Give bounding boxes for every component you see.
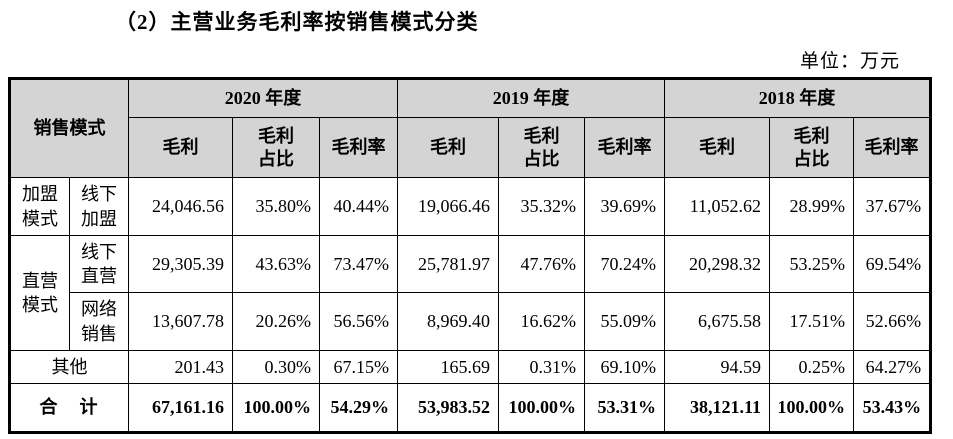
cell-value: 69.10% [584, 350, 666, 384]
cell-value: 67.15% [318, 350, 399, 384]
mode-label-other: 其他 [9, 350, 129, 384]
table-row-direct-online: 网络销售 13,607.78 20.26% 56.56% 8,969.40 16… [10, 292, 932, 351]
cell-value: 0.31% [498, 350, 586, 384]
cell-value: 43.63% [232, 235, 320, 293]
gross-margin-by-sales-mode-table: 销售模式 2020 年度 2019 年度 2018 年度 毛利 毛利 占比 毛利… [8, 77, 933, 434]
col-header-gross-profit-2020: 毛利 [128, 117, 233, 178]
cell-value: 69.54% [853, 235, 932, 293]
cell-value: 25,781.97 [397, 235, 500, 293]
cell-value: 11,052.62 [664, 177, 771, 236]
cell-value: 53.43% [853, 383, 932, 433]
cell-value: 24,046.56 [128, 177, 233, 236]
cell-value: 20.26% [232, 292, 320, 351]
cell-value: 70.24% [584, 235, 666, 293]
cell-value: 55.09% [584, 292, 666, 351]
col-header-gross-margin-2020: 毛利率 [318, 117, 399, 178]
header-row-metrics: 毛利 毛利 占比 毛利率 毛利 毛利 占比 毛利率 毛利 毛利 占比 毛利率 [10, 117, 932, 178]
table-row-total: 合 计 67,161.16 100.00% 54.29% 53,983.52 1… [9, 383, 932, 433]
mode-sub-online-sales: 网络销售 [69, 292, 129, 351]
cell-value: 64.27% [853, 350, 932, 384]
col-header-gross-margin-2019: 毛利率 [584, 117, 666, 178]
section-title: （2）主营业务毛利率按销售模式分类 [115, 10, 479, 34]
cell-value: 100.00% [498, 383, 586, 433]
cell-value: 17.51% [769, 292, 855, 351]
mode-group-franchise: 加盟模式 [9, 177, 70, 236]
mode-sub-offline-franchise: 线下加盟 [69, 177, 129, 236]
cell-value: 0.30% [232, 350, 320, 384]
cell-value: 201.43 [128, 350, 233, 384]
cell-value: 6,675.58 [664, 292, 771, 351]
mode-sub-offline-direct: 线下直营 [69, 235, 129, 293]
table-row-direct-offline: 直营模式 线下直营 29,305.39 43.63% 73.47% 25,781… [9, 235, 932, 351]
col-header-gross-share-2019: 毛利 占比 [498, 117, 586, 178]
cell-value: 39.69% [584, 177, 666, 236]
col-header-year-2018: 2018 年度 [664, 78, 932, 118]
mode-group-direct: 直营模式 [9, 235, 70, 351]
col-header-gross-profit-2018: 毛利 [664, 117, 771, 178]
col-header-gross-profit-2019: 毛利 [397, 117, 500, 178]
col-header-gross-share-2018: 毛利 占比 [769, 117, 855, 178]
cell-value: 37.67% [853, 177, 932, 236]
cell-value: 73.47% [318, 235, 399, 293]
table-row-other: 其他 201.43 0.30% 67.15% 165.69 0.31% 69.1… [9, 350, 932, 384]
col-header-sales-mode: 销售模式 [9, 78, 129, 178]
cell-value: 35.32% [498, 177, 586, 236]
cell-value: 13,607.78 [128, 292, 233, 351]
cell-value: 100.00% [769, 383, 855, 433]
cell-value: 47.76% [498, 235, 586, 293]
cell-value: 53.31% [584, 383, 666, 433]
col-header-gross-margin-2018: 毛利率 [853, 117, 932, 178]
header-row-years: 销售模式 2020 年度 2019 年度 2018 年度 [9, 78, 932, 178]
cell-value: 53.25% [769, 235, 855, 293]
cell-value: 28.99% [769, 177, 855, 236]
cell-value: 94.59 [664, 350, 771, 384]
cell-value: 0.25% [769, 350, 855, 384]
cell-value: 100.00% [232, 383, 320, 433]
cell-value: 52.66% [853, 292, 932, 351]
cell-value: 53,983.52 [397, 383, 500, 433]
cell-value: 54.29% [318, 383, 399, 433]
cell-value: 56.56% [318, 292, 399, 351]
cell-value: 67,161.16 [128, 383, 233, 433]
cell-value: 8,969.40 [397, 292, 500, 351]
cell-value: 19,066.46 [397, 177, 500, 236]
cell-value: 29,305.39 [128, 235, 233, 293]
col-header-year-2020: 2020 年度 [127, 78, 399, 118]
col-header-gross-share-2020: 毛利 占比 [232, 117, 320, 178]
col-header-year-2019: 2019 年度 [397, 78, 666, 118]
cell-value: 16.62% [498, 292, 586, 351]
table-row-franchise: 加盟模式 线下加盟 24,046.56 35.80% 40.44% 19,066… [9, 177, 932, 236]
cell-value: 165.69 [397, 350, 500, 384]
cell-value: 20,298.32 [664, 235, 771, 293]
cell-value: 38,121.11 [664, 383, 771, 433]
cell-value: 40.44% [318, 177, 399, 236]
unit-label: 单位：万元 [799, 51, 900, 72]
cell-value: 35.80% [232, 177, 320, 236]
mode-label-total: 合 计 [9, 383, 129, 433]
